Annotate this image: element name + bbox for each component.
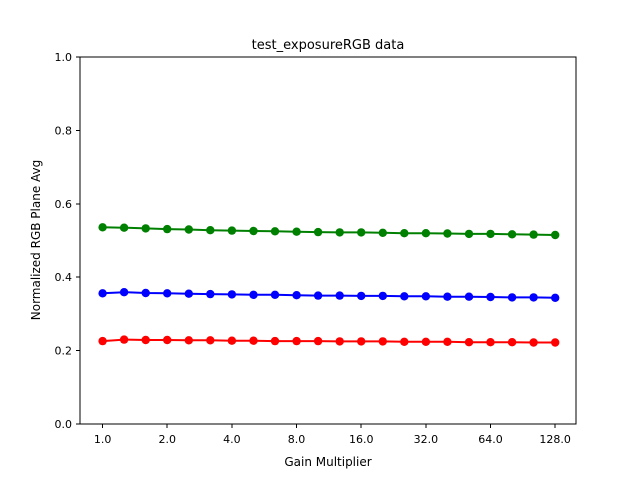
data-point-blue-channel <box>206 289 215 299</box>
data-point-green-channel <box>507 230 517 239</box>
data-point-green-channel <box>486 229 495 239</box>
data-point-red-channel <box>119 335 129 344</box>
data-point-red-channel <box>227 336 237 345</box>
data-point-blue-channel <box>378 291 387 301</box>
data-point-red-channel <box>551 338 560 347</box>
data-point-green-channel <box>421 229 431 238</box>
x-tick-label: 2.0 <box>158 433 176 446</box>
data-point-red-channel <box>400 337 409 346</box>
data-point-blue-channel <box>292 291 301 300</box>
data-point-red-channel <box>292 336 301 346</box>
data-point-blue-channel <box>421 292 431 301</box>
y-tick-label: 0.0 <box>55 418 73 431</box>
data-line-green-channel <box>102 226 556 236</box>
data-point-red-channel <box>98 336 107 346</box>
y-tick-label: 0.4 <box>55 271 73 284</box>
data-point-blue-channel <box>486 292 495 302</box>
data-point-blue-channel <box>163 289 172 298</box>
x-tick-label: 128.0 <box>539 433 571 446</box>
data-point-blue-channel <box>270 290 280 299</box>
x-tick-label: 64.0 <box>478 433 503 446</box>
data-point-green-channel <box>443 229 452 238</box>
data-point-red-channel <box>529 338 538 347</box>
y-tick-label: 1.0 <box>55 51 73 64</box>
data-point-green-channel <box>357 228 366 237</box>
data-point-green-channel <box>400 229 409 238</box>
data-point-green-channel <box>249 226 258 236</box>
data-point-blue-channel <box>400 292 409 301</box>
data-point-red-channel <box>421 337 431 346</box>
data-point-blue-channel <box>98 289 107 298</box>
data-point-red-channel <box>141 335 150 345</box>
data-point-green-channel <box>184 225 193 234</box>
data-point-red-channel <box>486 338 495 347</box>
data-point-blue-channel <box>141 288 150 298</box>
data-point-green-channel <box>270 227 280 236</box>
data-line-blue-channel <box>102 291 556 299</box>
x-axis-label: Gain Multiplier <box>284 455 371 469</box>
y-tick-label: 0.2 <box>55 345 73 358</box>
data-point-red-channel <box>357 337 366 346</box>
data-point-green-channel <box>292 227 301 236</box>
data-point-blue-channel <box>464 292 474 301</box>
data-point-green-channel <box>313 227 323 237</box>
data-point-blue-channel <box>335 291 344 300</box>
data-point-blue-channel <box>551 293 560 302</box>
data-point-blue-channel <box>227 290 237 299</box>
y-axis-label: Normalized RGB Plane Avg <box>29 160 43 321</box>
data-point-blue-channel <box>184 289 193 298</box>
x-tick-label: 16.0 <box>349 433 374 446</box>
x-tick-label: 8.0 <box>288 433 306 446</box>
data-point-red-channel <box>184 336 193 345</box>
data-point-green-channel <box>551 230 560 240</box>
data-point-blue-channel <box>357 291 366 301</box>
data-point-green-channel <box>378 228 387 237</box>
data-point-red-channel <box>378 337 387 346</box>
data-point-green-channel <box>464 229 474 239</box>
plot-frame <box>79 56 577 425</box>
data-point-red-channel <box>270 336 280 346</box>
data-point-blue-channel <box>119 288 129 297</box>
data-point-red-channel <box>206 336 215 345</box>
plot-area: 1.0 2.0 4.0 8.0 16.0 32.0 64.0 128.0 0.0 0.2 0.4 0.… <box>55 51 577 446</box>
x-tick-label: 32.0 <box>414 433 439 446</box>
data-point-red-channel <box>313 336 323 346</box>
data-point-green-channel <box>529 230 538 239</box>
data-point-green-channel <box>206 226 215 235</box>
data-point-blue-channel <box>507 293 517 302</box>
data-point-green-channel <box>227 226 237 235</box>
data-point-green-channel <box>119 223 129 232</box>
chart-title: test_exposureRGB data <box>252 38 405 53</box>
data-point-green-channel <box>163 224 172 234</box>
data-point-red-channel <box>249 336 258 345</box>
data-point-red-channel <box>335 337 344 346</box>
data-point-blue-channel <box>529 293 538 302</box>
data-point-green-channel <box>335 228 344 237</box>
data-point-red-channel <box>443 337 452 346</box>
data-point-red-channel <box>507 338 517 347</box>
data-point-green-channel <box>141 224 150 233</box>
y-tick-label: 0.8 <box>55 124 73 137</box>
data-point-blue-channel <box>313 291 323 300</box>
x-tick-label: 1.0 <box>94 433 112 446</box>
data-point-red-channel <box>464 338 474 347</box>
data-point-blue-channel <box>443 292 452 301</box>
data-line-red-channel <box>102 338 556 344</box>
y-tick-label: 0.6 <box>55 198 73 211</box>
data-point-blue-channel <box>249 290 258 299</box>
x-tick-label: 4.0 <box>223 433 241 446</box>
data-point-green-channel <box>98 223 107 232</box>
data-point-red-channel <box>163 335 172 345</box>
